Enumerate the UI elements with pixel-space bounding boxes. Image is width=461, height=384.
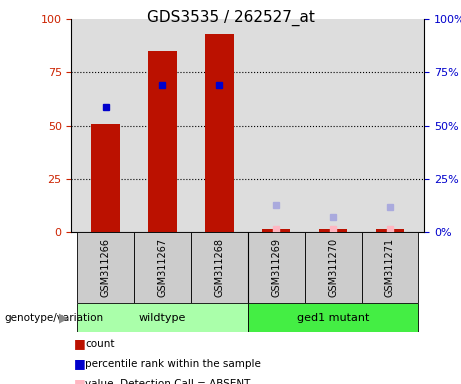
Text: ged1 mutant: ged1 mutant <box>297 313 369 323</box>
Text: ■: ■ <box>74 357 85 370</box>
Text: ▶: ▶ <box>59 311 68 324</box>
Text: percentile rank within the sample: percentile rank within the sample <box>85 359 261 369</box>
Bar <box>91 124 120 232</box>
Text: GSM311266: GSM311266 <box>100 238 111 297</box>
Bar <box>205 34 234 232</box>
Text: GSM311270: GSM311270 <box>328 238 338 297</box>
Text: count: count <box>85 339 115 349</box>
Bar <box>77 303 248 332</box>
Text: GDS3535 / 262527_at: GDS3535 / 262527_at <box>147 10 314 26</box>
Bar <box>262 229 290 232</box>
Text: GSM311267: GSM311267 <box>158 238 167 297</box>
Text: value, Detection Call = ABSENT: value, Detection Call = ABSENT <box>85 379 251 384</box>
Bar <box>376 229 404 232</box>
Text: GSM311271: GSM311271 <box>385 238 395 297</box>
Text: GSM311268: GSM311268 <box>214 238 225 297</box>
Bar <box>148 51 177 232</box>
Bar <box>361 232 419 303</box>
Bar <box>248 303 419 332</box>
Text: ■: ■ <box>74 337 85 350</box>
Text: ■: ■ <box>74 377 85 384</box>
Bar <box>134 232 191 303</box>
Bar <box>319 229 347 232</box>
Bar <box>248 232 305 303</box>
Bar <box>191 232 248 303</box>
Text: genotype/variation: genotype/variation <box>5 313 104 323</box>
Text: wildtype: wildtype <box>139 313 186 323</box>
Bar <box>305 232 361 303</box>
Text: GSM311269: GSM311269 <box>271 238 281 297</box>
Bar <box>77 232 134 303</box>
